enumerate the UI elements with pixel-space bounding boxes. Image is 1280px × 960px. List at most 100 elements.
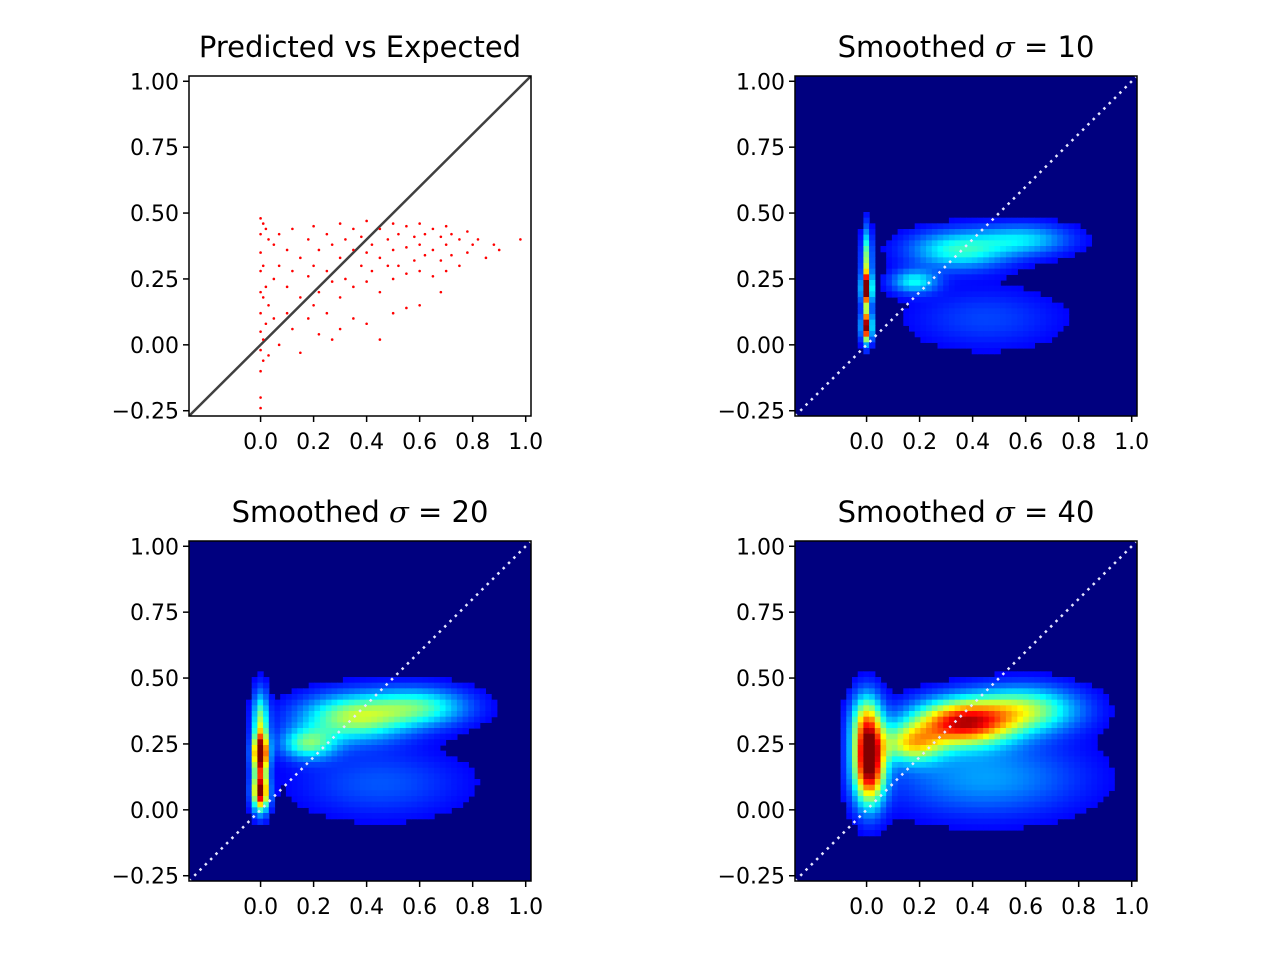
heatmap-cell	[1023, 291, 1030, 298]
heatmap-cell	[914, 705, 921, 712]
heatmap-cell	[977, 682, 984, 689]
heatmap-cell	[846, 773, 853, 780]
heatmap-cell	[280, 762, 287, 769]
panel-title: Smoothed σ = 20	[232, 495, 489, 529]
heatmap-cell	[348, 784, 355, 791]
heatmap-cell	[920, 790, 927, 797]
heatmap-cell	[971, 677, 978, 684]
heatmap-cell	[285, 716, 293, 723]
heatmap-cell	[960, 716, 967, 723]
heatmap-cell	[1028, 331, 1035, 338]
heatmap-cell	[405, 694, 412, 701]
heatmap-cell	[994, 291, 1001, 298]
heatmap-cell	[948, 694, 956, 701]
heatmap-cell	[399, 722, 407, 729]
panel-4: 0.0 0.2 0.4 0.6 0.8 1.0−0.250.000.250.500.751…	[718, 495, 1150, 920]
x-tick-label: 0.4	[349, 895, 384, 920]
heatmap-cell	[411, 733, 418, 740]
heatmap-cell	[1085, 716, 1092, 723]
heatmap-cell	[863, 308, 870, 315]
heatmap-cell	[937, 818, 944, 825]
heatmap-cell	[1023, 251, 1030, 258]
heatmap-cell	[1034, 319, 1041, 326]
heatmap-cell	[943, 790, 950, 797]
heatmap-cell	[897, 796, 904, 803]
heatmap-cell	[1011, 308, 1018, 315]
heatmap-cell	[251, 733, 258, 740]
heatmap-cell	[382, 762, 390, 769]
heatmap-cell	[439, 705, 447, 712]
heatmap-cell	[365, 711, 372, 718]
heatmap-cell	[371, 699, 378, 706]
heatmap-cell	[852, 745, 859, 752]
heatmap-cell	[857, 728, 864, 735]
heatmap-cell	[977, 784, 984, 791]
heatmap-cell	[983, 682, 990, 689]
heatmap-cell	[417, 750, 424, 757]
heatmap-cell	[348, 762, 355, 769]
heatmap-cell	[382, 790, 390, 797]
heatmap-cell	[846, 779, 853, 786]
heatmap-cell	[1091, 699, 1098, 706]
heatmap-cell	[954, 217, 961, 224]
heatmap-cell	[382, 813, 390, 820]
heatmap-cell	[954, 688, 961, 695]
heatmap-cell	[1068, 688, 1075, 695]
heatmap-cell	[937, 779, 944, 786]
heatmap-cell	[874, 750, 882, 757]
heatmap-cell	[1040, 745, 1047, 752]
heatmap-cell	[411, 813, 418, 820]
heatmap-cell	[926, 240, 933, 247]
heatmap-cell	[903, 246, 910, 253]
heatmap-cell	[954, 807, 961, 814]
heatmap-cell	[966, 705, 973, 712]
heatmap-cell	[1062, 773, 1070, 780]
heatmap-cell	[897, 297, 904, 304]
heatmap-cell	[863, 739, 870, 746]
heatmap-cell	[926, 779, 933, 786]
heatmap-cell	[320, 784, 327, 791]
heatmap-cell	[320, 756, 327, 763]
heatmap-cell	[886, 762, 893, 769]
heatmap-cell	[1062, 767, 1070, 774]
heatmap-cell	[405, 682, 412, 689]
heatmap-cell	[1068, 801, 1075, 808]
heatmap-cell	[411, 716, 418, 723]
heatmap-cell	[891, 716, 899, 723]
heatmap-cell	[874, 807, 882, 814]
heatmap-cell	[931, 688, 939, 695]
heatmap-cell	[1057, 790, 1064, 797]
heatmap-cell	[263, 699, 270, 706]
heatmap-cell	[399, 694, 407, 701]
heatmap-cell	[914, 694, 921, 701]
heatmap-cell	[1011, 217, 1018, 224]
heatmap-cell	[434, 796, 441, 803]
heatmap-cell	[274, 762, 281, 769]
heatmap-cell	[348, 733, 355, 740]
heatmap-cell	[926, 682, 933, 689]
heatmap-cell	[977, 756, 984, 763]
heatmap-cell	[931, 291, 939, 298]
heatmap-cell	[251, 722, 258, 729]
heatmap-cell	[451, 779, 458, 786]
heatmap-cell	[1102, 711, 1110, 718]
heatmap-cell	[360, 728, 367, 735]
heatmap-cell	[1017, 325, 1024, 332]
heatmap-cell	[988, 297, 996, 304]
heatmap-cell	[377, 699, 384, 706]
scatter-point	[423, 253, 427, 257]
heatmap-cell	[920, 246, 927, 253]
heatmap-cell	[1068, 694, 1075, 701]
heatmap-cell	[1057, 801, 1064, 808]
heatmap-cell	[297, 739, 304, 746]
heatmap-cell	[462, 773, 469, 780]
heatmap-cell	[863, 223, 870, 230]
heatmap-cell	[1102, 722, 1110, 729]
heatmap-cell	[439, 688, 447, 695]
heatmap-cell	[874, 728, 882, 735]
heatmap-cell	[1040, 699, 1047, 706]
heatmap-cell	[863, 682, 870, 689]
scatter-point	[259, 369, 262, 373]
heatmap-cell	[1062, 234, 1070, 241]
heatmap-cell	[314, 773, 321, 780]
